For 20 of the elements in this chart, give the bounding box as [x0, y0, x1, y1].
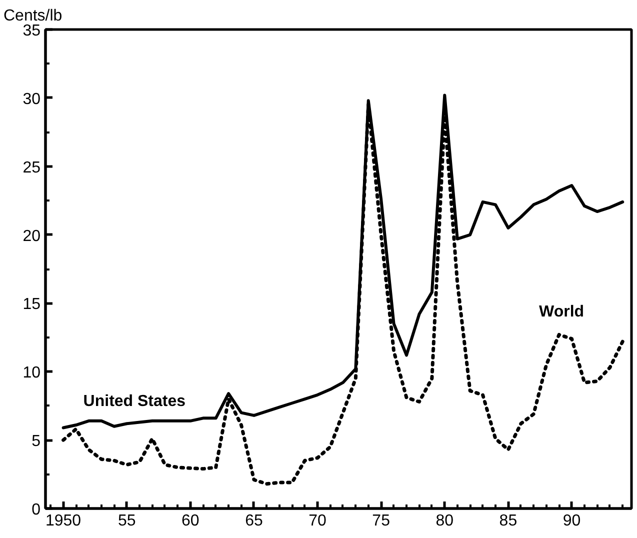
x-tick-label: 70: [308, 512, 327, 530]
x-tick-label: 1950: [46, 512, 82, 530]
x-tick-label: 85: [499, 512, 518, 530]
x-tick-label: 65: [245, 512, 263, 530]
series-label: United States: [83, 392, 186, 410]
x-tick-label: 80: [436, 512, 454, 530]
series-label: World: [539, 304, 584, 321]
y-tick-label: 25: [22, 159, 41, 176]
y-tick-label: 10: [22, 364, 41, 382]
x-tick-label: 75: [372, 512, 390, 530]
y-tick-label: 30: [22, 90, 41, 108]
y-tick-label: 35: [22, 22, 41, 40]
y-axis-title: Cents/lb: [4, 8, 62, 24]
x-tick-label: 90: [562, 512, 581, 530]
y-tick-label: 15: [22, 296, 41, 314]
x-tick-label: 55: [118, 512, 136, 530]
y-tick-label: 5: [32, 433, 41, 450]
y-tick-label: 20: [22, 228, 41, 245]
y-tick-label: 0: [32, 502, 41, 518]
x-tick-label: 60: [182, 512, 200, 530]
